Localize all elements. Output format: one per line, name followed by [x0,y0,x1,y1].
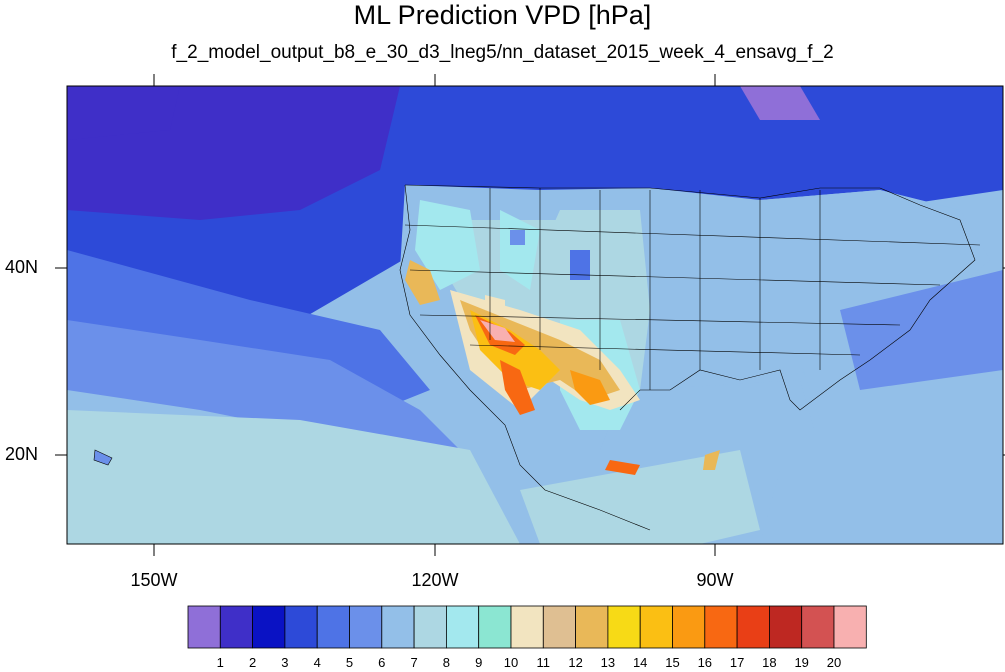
colorbar-swatch [316,605,350,649]
colorbar [187,605,867,649]
colorbar-label: 20 [826,655,842,670]
colorbar-swatch [284,605,318,649]
colorbar-swatch [187,605,221,649]
colorbar-label: 15 [665,655,680,670]
colorbar-label: 3 [281,655,289,670]
axis-ticks [55,74,1005,556]
lat-label-20n: 20N [4,444,38,464]
colorbar-swatch [252,605,286,649]
colorbar-swatch [445,605,480,649]
colorbar-label: 11 [536,655,551,670]
lat-label-40n: 40N [4,257,38,277]
map-field [67,86,1003,544]
colorbar-label: 7 [410,655,418,670]
colorbar-label: 12 [568,655,583,670]
colorbar-swatch [413,605,447,649]
map-title: ML Prediction VPD [hPa] [353,0,652,30]
colorbar-label: 9 [475,655,483,670]
colorbar-swatch [736,605,770,649]
colorbar-label: 2 [248,655,257,670]
lon-label-150w: 150W [130,570,178,590]
colorbar-swatch [833,605,867,649]
colorbar-label: 5 [345,655,354,670]
colorbar-label: 1 [216,655,224,670]
colorbar-label: 14 [632,655,648,670]
lon-label-90w: 90W [696,570,734,590]
lon-label-120w: 120W [411,570,459,590]
colorbar-label: 18 [762,655,777,670]
colorbar-swatch [704,605,738,649]
colorbar-swatch [801,605,835,649]
colorbar-label: 10 [503,655,519,670]
colorbar-label: 8 [442,655,450,670]
colorbar-swatch [542,605,576,649]
colorbar-label: 6 [378,655,386,670]
colorbar-swatch [575,605,609,649]
colorbar-label: 4 [313,655,321,670]
colorbar-label: 19 [794,655,809,670]
colorbar-swatch [672,605,706,649]
colorbar-swatch [769,605,803,649]
colorbar-swatch [607,605,641,649]
colorbar-swatch [478,605,512,649]
plot-frame [66,85,1004,545]
map-subtitle: f_2_model_output_b8_e_30_d3_lneg5/nn_dat… [171,42,834,63]
colorbar-swatch [349,605,383,649]
colorbar-swatch [219,605,254,649]
vpd-map [55,74,1005,556]
colorbar-label: 16 [697,655,713,670]
colorbar-label: 13 [600,655,616,670]
colorbar-swatch [381,605,415,649]
colorbar-swatch [510,605,544,649]
colorbar-label: 17 [729,655,745,670]
political-boundaries [399,184,981,531]
colorbar-swatch [639,605,673,649]
